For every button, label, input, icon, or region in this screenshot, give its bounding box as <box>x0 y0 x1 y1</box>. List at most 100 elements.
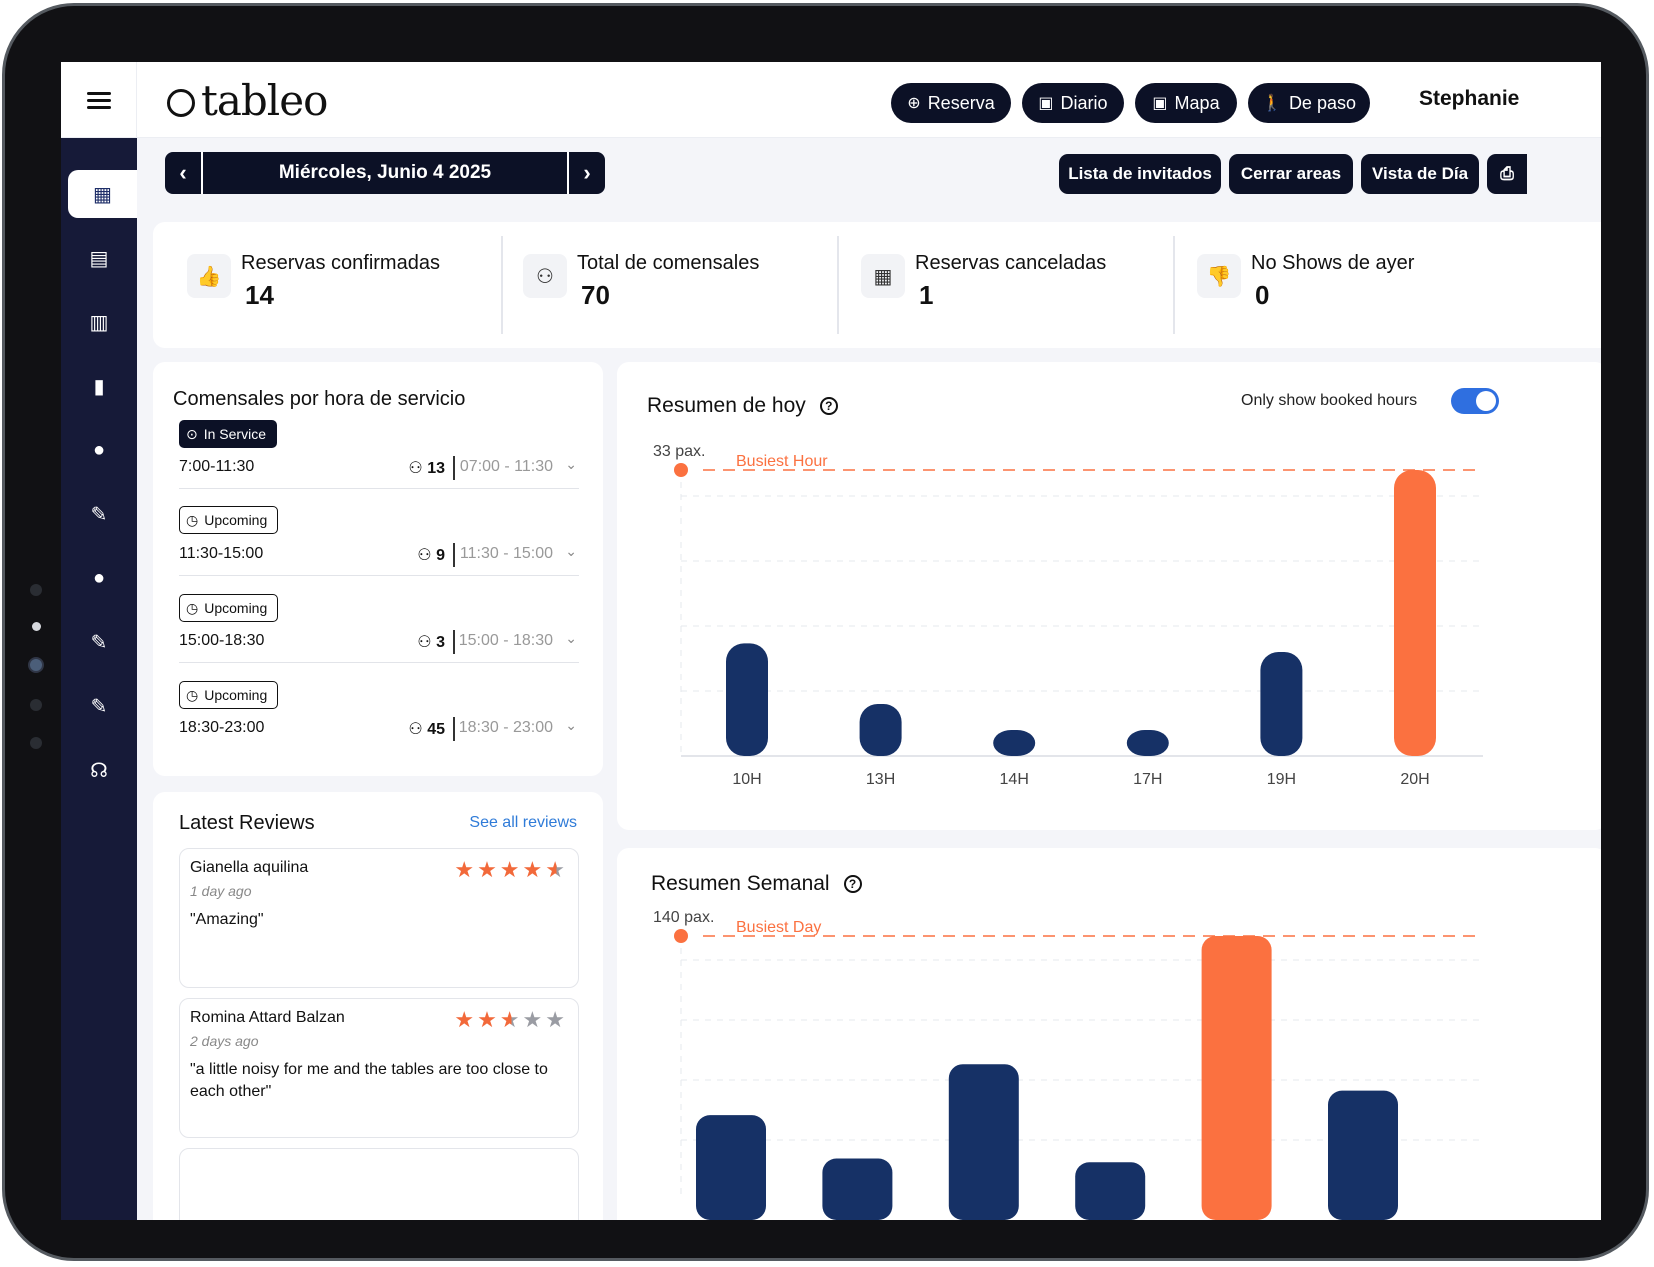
clock-icon: ◷ <box>186 599 199 616</box>
headset-icon[interactable]: ☊ <box>90 759 108 782</box>
bar <box>1394 470 1436 756</box>
status-badge: ⊙ In Service <box>179 420 277 448</box>
guest-list-button[interactable]: Lista de invitados <box>1059 154 1221 194</box>
prev-day-button[interactable]: ‹ <box>165 152 201 194</box>
weekly-summary-card: Resumen Semanal? 140 pax. Busiest Day <box>617 848 1601 1220</box>
star-icon: ★ <box>454 1007 478 1032</box>
thumbs-up-icon: 👍 <box>187 254 231 298</box>
user-icon[interactable]: ● <box>92 438 106 461</box>
services-card: Comensales por hora de servicio ⊙ In Serv… <box>153 362 603 776</box>
edit-icon[interactable]: ✎ <box>90 695 108 718</box>
calendar-cancel-icon: ▦ <box>861 254 905 298</box>
top-bar: tableo ⊕ Reserva ▣ Diario ▣ Mapa 🚶 De paso S… <box>61 62 1601 138</box>
edit-icon[interactable]: ✎ <box>90 503 108 526</box>
dashboard-icon[interactable]: ▦ <box>68 170 137 218</box>
review-item[interactable]: Gianella aquilina 1 day ago "Amazing" ★★… <box>179 848 579 988</box>
tablet-frame: tableo ⊕ Reserva ▣ Diario ▣ Mapa 🚶 De paso S… <box>2 3 1649 1261</box>
star-half-icon: ★ <box>499 1007 523 1032</box>
divider <box>179 662 579 663</box>
bar <box>859 704 902 756</box>
x-tick-label: 10H <box>732 771 761 788</box>
weekly-title: Resumen Semanal? <box>651 872 862 896</box>
divider <box>179 575 579 576</box>
review-item[interactable]: Romina Attard Balzan 2 days ago "a littl… <box>179 998 579 1138</box>
app-screen: tableo ⊕ Reserva ▣ Diario ▣ Mapa 🚶 De paso S… <box>61 62 1601 1220</box>
bar <box>1260 652 1303 756</box>
reviews-title: Latest Reviews <box>179 812 315 834</box>
help-icon[interactable]: ? <box>843 875 862 893</box>
reference-value-label: 140 pax. <box>653 909 714 926</box>
star-icon: ★ <box>522 1007 546 1032</box>
bar <box>822 1158 893 1220</box>
calendar-icon: ▣ <box>1152 95 1168 112</box>
chevron-left-icon: ‹ <box>179 160 187 185</box>
service-row[interactable]: 15:00-18:30 ⚇ 3 15:00 - 18:30 ⌄ <box>179 630 579 656</box>
current-date[interactable]: Miércoles, Junio 4 2025 <box>201 152 569 194</box>
reserva-button[interactable]: ⊕ Reserva <box>891 83 1011 123</box>
busiest-annotation: Busiest Hour <box>736 453 828 470</box>
hamburger-icon <box>86 88 111 113</box>
diners-icon: ⚇ <box>523 254 567 298</box>
weekly-chart: 140 pax. Busiest Day <box>653 909 1483 1220</box>
check-circle-icon: ⊙ <box>186 425 198 442</box>
today-summary-card: Resumen de hoy? Only show booked hours 3… <box>617 362 1601 830</box>
print-button[interactable]: ⎙ <box>1487 154 1527 194</box>
divider <box>179 488 579 489</box>
booked-hours-toggle[interactable] <box>1451 388 1499 414</box>
diners-icon: ⚇ <box>417 547 432 564</box>
user-menu[interactable]: Stephanie <box>1419 87 1520 110</box>
bar <box>1201 936 1272 1220</box>
busiest-annotation: Busiest Day <box>736 919 821 936</box>
review-item[interactable] <box>179 1148 579 1220</box>
user-icon[interactable]: ● <box>92 566 106 589</box>
bar-chart-icon[interactable]: ▮ <box>93 375 105 398</box>
x-tick-label: 19H <box>1267 771 1296 788</box>
printer-icon: ⎙ <box>1500 164 1514 183</box>
star-icon: ★ <box>499 857 523 882</box>
app-logo[interactable]: tableo <box>167 76 328 125</box>
busiest-marker <box>674 463 688 477</box>
star-rating: ★★★★★ <box>454 857 568 883</box>
thumbs-down-icon: 👎 <box>1197 254 1241 298</box>
star-rating: ★★★★★ <box>454 1007 568 1033</box>
calendar-icon[interactable]: ▤ <box>89 247 109 270</box>
clock-icon: ◷ <box>186 686 199 703</box>
service-row[interactable]: 7:00-11:30 ⚇ 13 07:00 - 11:30 ⌄ <box>179 456 579 482</box>
divider <box>1173 236 1175 334</box>
star-icon: ★ <box>477 857 500 882</box>
services-title: Comensales por hora de servicio <box>173 388 466 410</box>
de-paso-button[interactable]: 🚶 De paso <box>1248 83 1370 123</box>
see-all-reviews-link[interactable]: See all reviews <box>469 814 577 831</box>
service-row[interactable]: 18:30-23:00 ⚇ 45 18:30 - 23:00 ⌄ <box>179 717 579 743</box>
calendar-icon: ▣ <box>1038 95 1054 112</box>
mapa-button[interactable]: ▣ Mapa <box>1135 83 1237 123</box>
chevron-down-icon[interactable]: ⌄ <box>565 543 577 559</box>
busiest-marker <box>674 929 688 943</box>
status-badge: ◷ Upcoming <box>179 594 279 622</box>
edit-icon[interactable]: ✎ <box>90 631 108 654</box>
close-areas-button[interactable]: Cerrar areas <box>1229 154 1353 194</box>
chevron-down-icon[interactable]: ⌄ <box>565 717 577 733</box>
plus-circle-icon: ⊕ <box>907 95 921 112</box>
bar <box>1126 730 1169 756</box>
diario-button[interactable]: ▣ Diario <box>1022 83 1124 123</box>
diners-icon: ⚇ <box>408 721 423 738</box>
next-day-button[interactable]: › <box>569 152 605 194</box>
x-tick-label: 17H <box>1133 771 1162 788</box>
menu-button[interactable] <box>61 62 137 138</box>
chevron-down-icon[interactable]: ⌄ <box>565 630 577 646</box>
service-row[interactable]: 11:30-15:00 ⚇ 9 11:30 - 15:00 ⌄ <box>179 543 579 569</box>
day-view-button[interactable]: Vista de Día <box>1361 154 1479 194</box>
help-icon[interactable]: ? <box>819 397 838 415</box>
reference-value-label: 33 pax. <box>653 443 705 460</box>
book-icon[interactable]: ▥ <box>89 311 109 334</box>
bar <box>948 1064 1019 1220</box>
x-tick-label: 14H <box>1000 771 1029 788</box>
bar <box>1075 1162 1146 1220</box>
left-sidebar: ▦ ▤ ▥ ▮ ● ✎ ● ✎ ✎ ☊ <box>61 138 137 1220</box>
chevron-down-icon[interactable]: ⌄ <box>565 456 577 472</box>
status-badge: ◷ Upcoming <box>179 681 279 709</box>
date-navigator: ‹ Miércoles, Junio 4 2025 › <box>165 152 605 194</box>
star-half-icon: ★ <box>545 857 568 882</box>
star-icon: ★ <box>454 857 478 882</box>
